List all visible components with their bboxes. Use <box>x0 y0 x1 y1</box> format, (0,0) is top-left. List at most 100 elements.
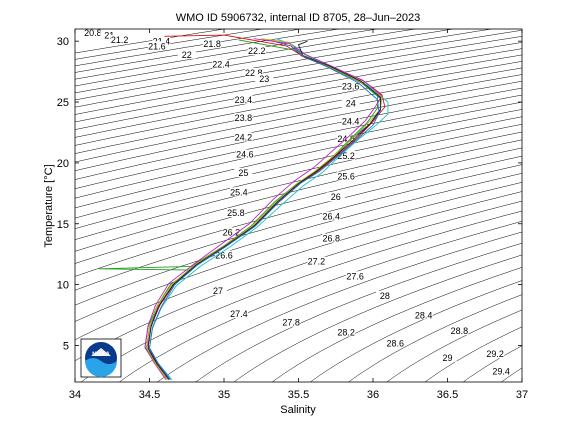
isopycnal-label-bg <box>229 187 248 197</box>
chart-title: WMO ID 5906732, internal ID 8705, 28–Jun… <box>176 12 421 24</box>
isopycnal-label: 27 <box>213 286 223 296</box>
isopycnal-line <box>75 67 522 154</box>
isopycnal-label-bg <box>438 352 457 362</box>
isopycnal-label-bg <box>322 233 341 243</box>
isopycnal-line <box>75 155 522 277</box>
isopycnal-label: 26.4 <box>323 212 341 222</box>
isopycnal-label: 25.6 <box>337 172 355 182</box>
isopycnal-label: 28.6 <box>387 338 405 348</box>
isopycnal-label-bg <box>247 46 266 56</box>
isopycnal-label-bg <box>341 98 360 108</box>
isopycnal-contours <box>75 29 522 382</box>
isopycnal-line <box>75 173 522 306</box>
isopycnal-label: 25 <box>238 168 248 178</box>
isopycnal-line <box>75 29 522 108</box>
isopycnal-label-bg <box>229 309 248 319</box>
isopycnal-line <box>75 80 522 171</box>
isopycnal-line <box>75 147 522 264</box>
isopycnal-label-bg <box>414 310 433 320</box>
isopycnal-line <box>75 29 494 101</box>
x-tick-label: 35.5 <box>288 389 309 401</box>
isopycnal-line <box>75 36 522 115</box>
profile-line <box>146 38 383 380</box>
isopycnal-label: 27.4 <box>230 309 248 319</box>
y-tick-label: 20 <box>57 158 69 170</box>
isopycnal-label: 24 <box>346 99 356 109</box>
isopycnal-label: 22.4 <box>212 60 230 70</box>
isopycnal-label: 29 <box>442 353 452 363</box>
isopycnal-label-bg <box>341 116 360 126</box>
isopycnal-line <box>348 294 522 382</box>
isopycnal-label: 25.4 <box>230 187 248 197</box>
isopycnal-label: 20.8 <box>84 28 102 38</box>
profile-line <box>149 46 380 380</box>
isopycnal-labels: 20.82121.221.421.621.82222.222.422.82323… <box>83 27 511 376</box>
isopycnal-label: 21.6 <box>148 41 166 51</box>
isopycnal-line <box>75 48 522 130</box>
isopycnal-label: 24.2 <box>235 133 253 143</box>
isopycnal-label: 29.4 <box>492 366 510 376</box>
x-tick-label: 34.5 <box>139 389 160 401</box>
isopycnal-label: 26.2 <box>223 228 241 238</box>
isopycnal-line <box>75 29 341 73</box>
isopycnal-line <box>75 131 522 240</box>
isopycnal-label-bg <box>282 317 301 327</box>
isopycnal-line <box>501 367 522 382</box>
y-tick-label: 15 <box>57 219 69 231</box>
isopycnal-label: 22.8 <box>245 68 263 78</box>
isopycnal-label: 22.2 <box>248 46 266 56</box>
y-tick-label: 25 <box>57 97 69 109</box>
isopycnal-line <box>75 29 417 87</box>
isopycnal-label-bg <box>209 285 227 295</box>
x-tick-label: 36 <box>367 389 379 401</box>
y-tick-label: 10 <box>57 280 69 292</box>
x-tick-label: 34 <box>69 389 81 401</box>
isopycnal-line <box>75 87 522 180</box>
isopycnal-label-bg <box>215 250 233 260</box>
isopycnal-line <box>75 182 522 322</box>
isopycnal-label: 23 <box>259 74 269 84</box>
isopycnal-line <box>75 164 522 291</box>
isopycnal-label-bg <box>203 38 222 48</box>
isopycnal-label-bg <box>337 327 356 337</box>
isopycnal-label: 24.6 <box>236 150 254 160</box>
profile-line <box>147 40 381 380</box>
isopycnal-label-bg <box>235 149 254 159</box>
isopycnal-line <box>386 309 522 382</box>
isopycnal-label-bg <box>326 192 345 202</box>
isopycnal-label-bg <box>222 227 241 237</box>
isopycnal-label-bg <box>375 290 394 300</box>
isopycnal-label: 21 <box>104 30 114 40</box>
isopycnal-label-bg <box>486 349 505 359</box>
y-tick-label: 30 <box>57 36 69 48</box>
isopycnal-label-bg <box>307 256 326 266</box>
isopycnal-label-bg <box>337 171 356 181</box>
isopycnal-label-bg <box>341 81 360 91</box>
isopycnal-line <box>309 280 522 382</box>
isopycnal-line <box>118 221 522 382</box>
isopycnal-label: 22 <box>182 50 192 60</box>
isopycnal-label-bg <box>110 35 129 45</box>
logo-text: NOAA <box>92 352 110 358</box>
isopycnal-label: 26.8 <box>323 234 341 244</box>
isopycnal-label: 23.8 <box>235 113 253 123</box>
isopycnal-label: 29.2 <box>486 349 504 359</box>
isopycnal-label: 25.2 <box>337 151 355 161</box>
x-axis-label: Salinity <box>280 404 316 416</box>
isopycnal-line <box>75 94 522 189</box>
isopycnal-label: 24.4 <box>342 117 360 127</box>
x-tick-label: 36.5 <box>437 389 458 401</box>
isopycnal-line <box>233 254 522 382</box>
profile-line <box>98 39 378 380</box>
isopycnal-line <box>157 231 522 382</box>
isopycnal-label-bg <box>83 27 102 37</box>
isopycnal-label-bg <box>322 211 341 221</box>
isopycnal-label: 25.8 <box>227 208 245 218</box>
isopycnal-label-bg <box>386 338 405 348</box>
isopycnal-label: 27.2 <box>308 257 326 267</box>
isopycnal-label: 23.6 <box>342 81 360 91</box>
isopycnal-line <box>75 109 522 209</box>
x-tick-label: 35 <box>218 389 230 401</box>
isopycnal-label-bg <box>226 208 245 217</box>
